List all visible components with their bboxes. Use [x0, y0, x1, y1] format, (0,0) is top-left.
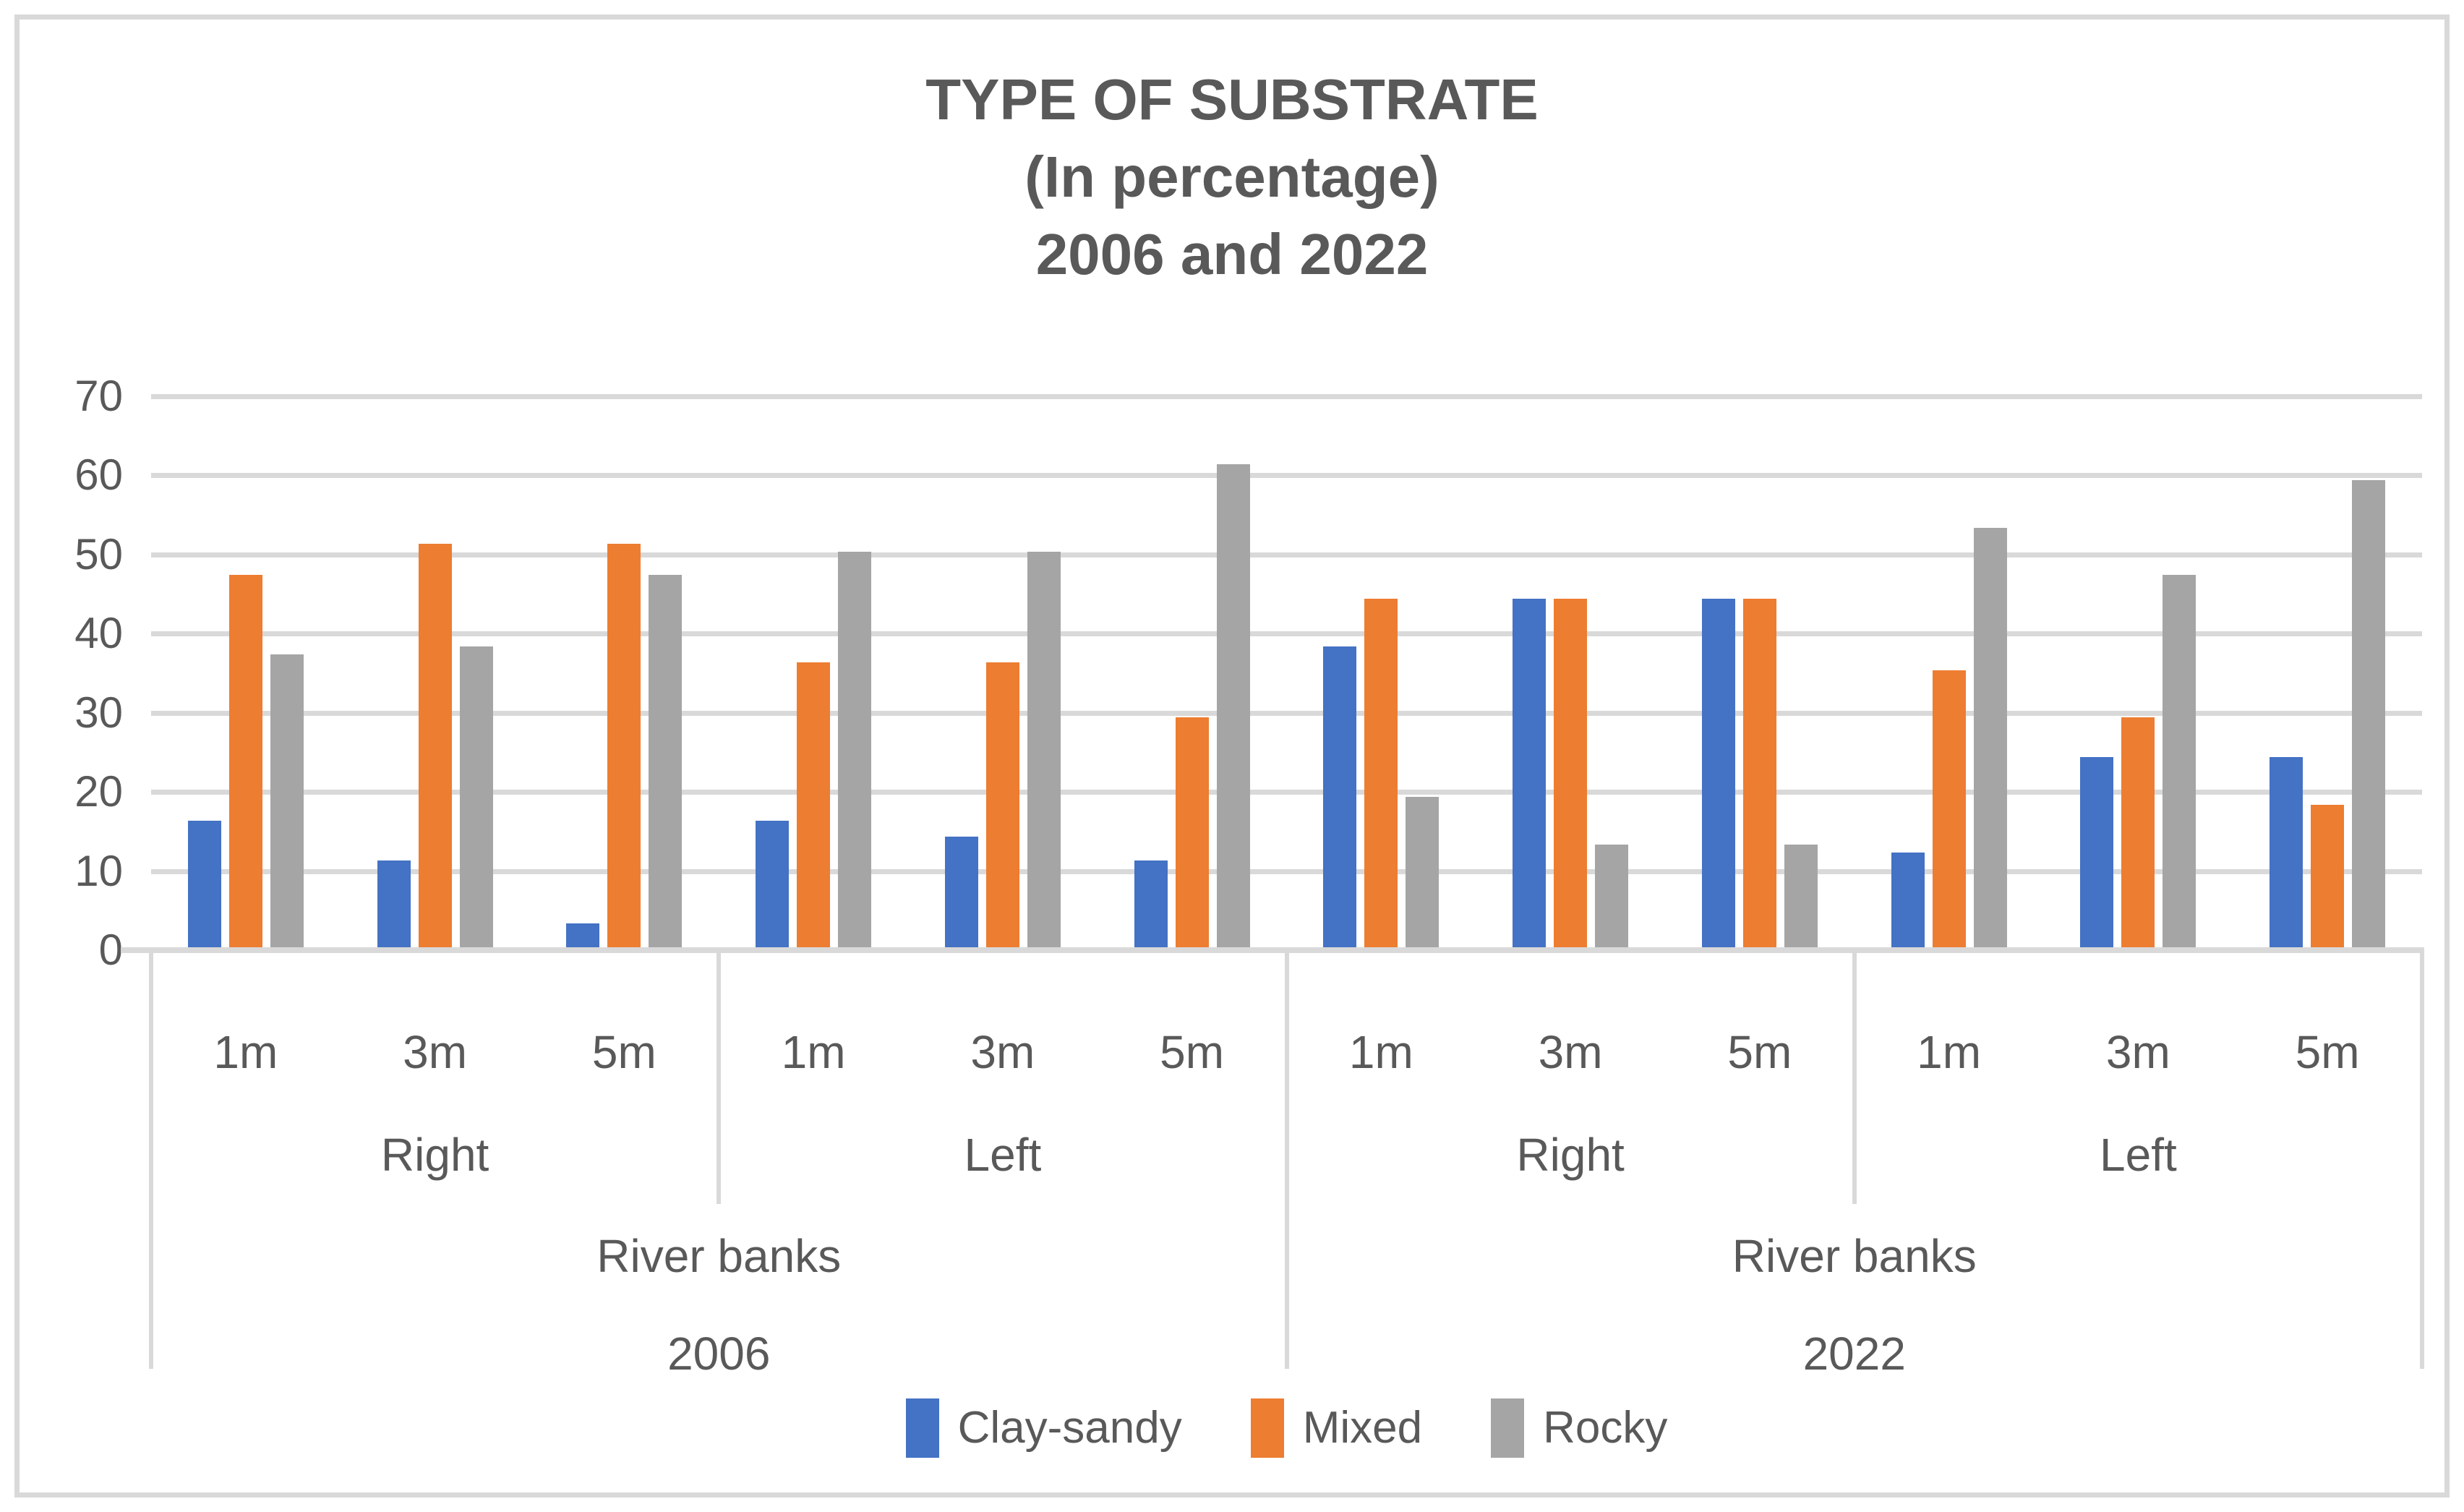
- x-axis-depth-label: 1m: [781, 1026, 846, 1078]
- x-axis-depth-label: 5m: [591, 1026, 656, 1078]
- x-axis-year-label: 2006: [667, 1328, 771, 1380]
- gridline-40: [151, 631, 2422, 636]
- bar-clay-sandy-group6: [1134, 860, 1168, 947]
- chart-title-line-3: 2006 and 2022: [1035, 222, 1429, 286]
- x-axis-depth-label: 1m: [1348, 1026, 1413, 1078]
- gridline-20: [151, 790, 2422, 795]
- bar-mixed-group8: [1554, 599, 1588, 947]
- bar-clay-sandy-group10: [1891, 852, 1925, 947]
- bar-mixed-group9: [1742, 599, 1776, 947]
- x-axis-depth-label: 3m: [403, 1026, 468, 1078]
- legend-label-clay-sandy: Clay-sandy: [957, 1403, 1182, 1453]
- bar-rocky-group1: [270, 654, 304, 947]
- x-axis-depth-label: 5m: [1160, 1026, 1225, 1078]
- category-divider-full: [149, 950, 153, 1369]
- bar-clay-sandy-group11: [2080, 757, 2114, 947]
- bar-mixed-group11: [2121, 717, 2155, 947]
- bar-rocky-group9: [1784, 844, 1818, 947]
- bar-mixed-group4: [797, 662, 831, 947]
- bar-rocky-group12: [2352, 479, 2386, 947]
- chart-title-line-2: (In percentage): [1024, 145, 1440, 209]
- y-axis-tick-0: 0: [98, 926, 123, 974]
- x-axis-river-banks-label: River banks: [596, 1230, 842, 1282]
- x-axis-year-label: 2022: [1802, 1328, 1906, 1380]
- chart-title: TYPE OF SUBSTRATE (In percentage) 2006 a…: [0, 61, 2464, 293]
- y-axis-tick-30: 30: [74, 688, 123, 737]
- x-axis-line: [121, 947, 2424, 953]
- gridline-50: [151, 552, 2422, 558]
- bar-rocky-group3: [649, 575, 683, 947]
- y-axis-tick-40: 40: [74, 609, 123, 657]
- y-axis-tick-50: 50: [74, 529, 123, 578]
- x-axis-bank-label: Right: [1516, 1129, 1625, 1181]
- legend-label-rocky: Rocky: [1543, 1403, 1668, 1453]
- gridline-60: [151, 473, 2422, 478]
- gridline-30: [151, 710, 2422, 716]
- category-divider-full: [1284, 950, 1289, 1369]
- bar-mixed-group5: [985, 662, 1019, 947]
- x-axis-depth-label: 3m: [2105, 1026, 2170, 1078]
- bar-clay-sandy-group8: [1513, 599, 1547, 947]
- legend-item-mixed: Mixed: [1250, 1396, 1423, 1461]
- legend-label-mixed: Mixed: [1302, 1403, 1423, 1453]
- x-axis-depth-label: 5m: [1727, 1026, 1792, 1078]
- bar-rocky-group10: [1973, 527, 2007, 947]
- bar-mixed-group7: [1364, 599, 1398, 947]
- chart-legend: Clay-sandy Mixed Rocky: [151, 1396, 2422, 1461]
- y-axis-tick-20: 20: [74, 767, 123, 816]
- bar-clay-sandy-group4: [756, 820, 790, 947]
- category-divider-full: [2420, 950, 2424, 1369]
- gridline-10: [151, 868, 2422, 874]
- bar-clay-sandy-group1: [187, 820, 221, 947]
- bar-rocky-group7: [1406, 796, 1440, 947]
- bar-clay-sandy-group9: [1701, 599, 1735, 947]
- bar-clay-sandy-group12: [2270, 757, 2303, 947]
- rocky-swatch-icon: [1491, 1398, 1525, 1458]
- bar-rocky-group4: [838, 551, 872, 947]
- bar-clay-sandy-group5: [944, 836, 978, 947]
- bar-mixed-group10: [1932, 670, 1966, 947]
- bar-mixed-group12: [2311, 804, 2345, 947]
- bar-mixed-group2: [418, 543, 452, 947]
- legend-item-rocky: Rocky: [1491, 1396, 1667, 1461]
- bar-rocky-group8: [1595, 844, 1629, 947]
- gridline-70: [151, 393, 2422, 399]
- bar-clay-sandy-group3: [566, 923, 600, 947]
- x-axis-river-banks-label: River banks: [1732, 1230, 1977, 1282]
- bar-clay-sandy-group7: [1323, 646, 1357, 947]
- bar-rocky-group2: [459, 646, 493, 947]
- y-axis-tick-10: 10: [74, 846, 123, 895]
- mixed-swatch-icon: [1250, 1398, 1284, 1458]
- category-divider-bank: [716, 950, 722, 1204]
- category-divider-bank: [1852, 950, 1857, 1204]
- x-axis-bank-label: Right: [380, 1129, 489, 1181]
- bar-rocky-group5: [1027, 551, 1061, 947]
- x-axis-depth-label: 3m: [1538, 1026, 1603, 1078]
- bar-rocky-group6: [1216, 464, 1250, 947]
- bar-mixed-group3: [607, 543, 641, 947]
- bar-clay-sandy-group2: [377, 860, 411, 947]
- x-axis-depth-label: 5m: [2295, 1026, 2360, 1078]
- y-axis-tick-70: 70: [74, 371, 123, 420]
- bar-rocky-group11: [2163, 575, 2196, 947]
- x-axis-depth-label: 1m: [213, 1026, 278, 1078]
- chart-title-line-1: TYPE OF SUBSTRATE: [925, 67, 1539, 132]
- x-axis-bank-label: Left: [964, 1129, 1042, 1181]
- clay-sandy-swatch-icon: [905, 1398, 939, 1458]
- x-axis-bank-label: Left: [2100, 1129, 2177, 1181]
- x-axis-depth-label: 3m: [970, 1026, 1035, 1078]
- y-axis-tick-60: 60: [74, 450, 123, 499]
- bar-mixed-group1: [228, 575, 262, 947]
- legend-item-clay-sandy: Clay-sandy: [905, 1396, 1182, 1461]
- bar-mixed-group6: [1175, 717, 1209, 947]
- x-axis-depth-label: 1m: [1917, 1026, 1982, 1078]
